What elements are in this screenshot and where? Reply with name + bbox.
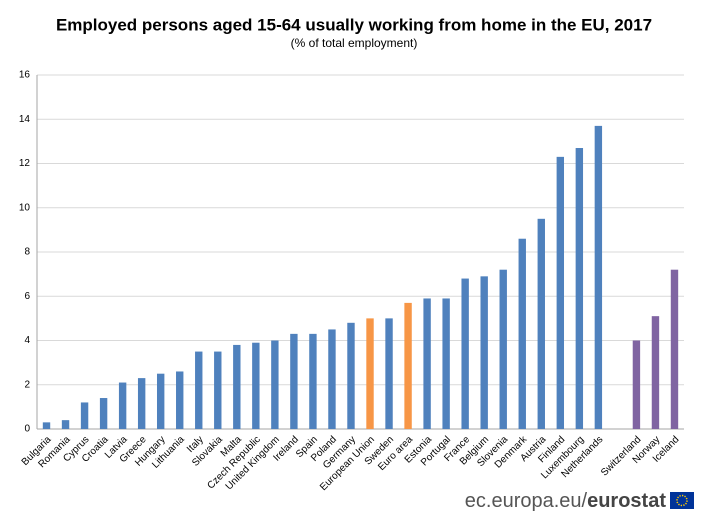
bar — [404, 302, 412, 429]
bar — [137, 378, 146, 429]
bar — [233, 344, 241, 429]
bar — [632, 340, 641, 429]
y-tick-label: 4 — [24, 335, 30, 346]
bar — [670, 269, 679, 429]
bar — [537, 218, 545, 429]
source-brand: eurostat — [587, 490, 666, 512]
bar — [651, 316, 660, 429]
bar — [442, 298, 450, 429]
y-tick-label: 12 — [19, 158, 31, 169]
y-tick-label: 14 — [19, 114, 31, 125]
chart-subtitle: (% of total employment) — [291, 36, 418, 50]
bar — [499, 269, 507, 429]
bar — [271, 340, 279, 429]
bar — [156, 373, 165, 429]
y-tick-label: 2 — [24, 379, 30, 390]
bar — [347, 322, 355, 429]
bar — [252, 342, 260, 429]
bar — [99, 398, 108, 429]
bar — [385, 318, 393, 429]
bar — [594, 125, 603, 429]
y-tick-label: 10 — [19, 202, 31, 213]
source-prefix: ec.europa.eu/ — [465, 490, 588, 512]
bar — [518, 238, 526, 429]
bar — [118, 382, 127, 429]
y-tick-label: 16 — [19, 70, 31, 81]
bar — [290, 333, 298, 429]
bar — [366, 318, 374, 429]
bar — [575, 148, 584, 429]
y-tick-label: 8 — [24, 247, 30, 258]
bar — [42, 422, 51, 429]
bar — [480, 276, 488, 429]
bar — [461, 278, 469, 429]
bar — [556, 156, 565, 430]
bar — [176, 371, 184, 429]
source: ec.europa.eu/eurostat — [465, 490, 667, 512]
bar — [80, 402, 89, 429]
bar — [195, 351, 203, 429]
bar — [61, 420, 70, 429]
bar — [328, 329, 336, 429]
y-tick-label: 6 — [24, 291, 30, 302]
y-tick-label: 0 — [24, 424, 30, 435]
flag-stars — [676, 494, 688, 507]
bar — [309, 333, 317, 429]
chart-title: Employed persons aged 15-64 usually work… — [56, 15, 652, 34]
bar — [423, 298, 431, 429]
eu-flag — [670, 492, 694, 509]
bar — [214, 351, 222, 429]
flag-field — [670, 492, 694, 509]
